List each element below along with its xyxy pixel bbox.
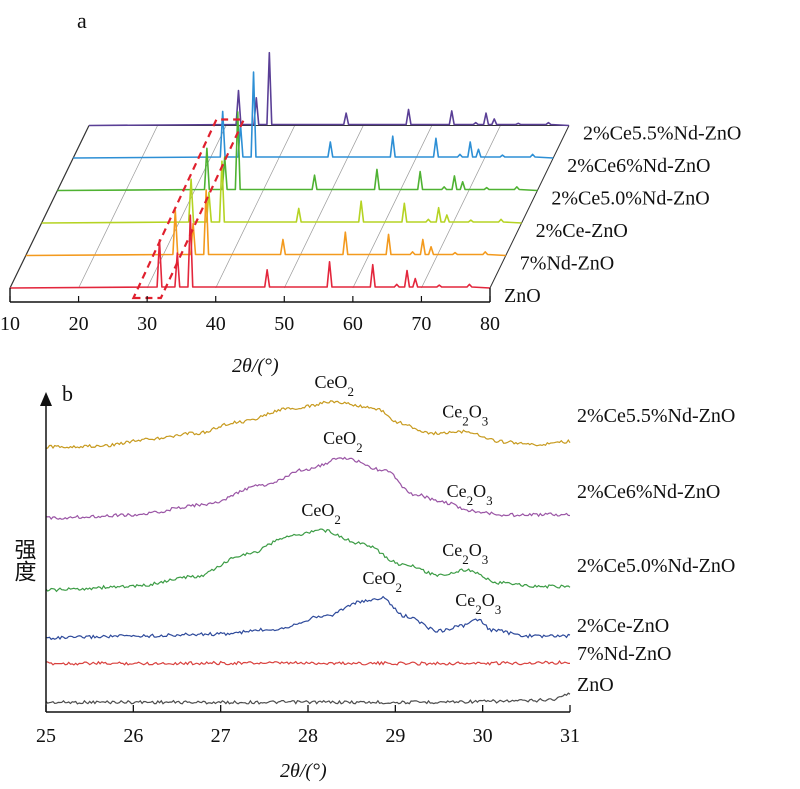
- panel-b-x-tick-label: 30: [473, 725, 493, 747]
- panel-b-series-label-7-nd-zno: 7%Nd-ZnO: [577, 643, 671, 665]
- panel-a-depth-gridline: [421, 125, 501, 289]
- panel-a-series-label-7-nd-zno: 7%Nd-ZnO: [520, 253, 614, 275]
- panel-a-depth-gridline: [215, 125, 296, 289]
- panel-b-peak-label: CeO2: [314, 372, 354, 399]
- panel-b-peak-label: Ce2O3: [442, 401, 488, 428]
- panel-b: b 强度 25 26 27 28 29 30 31 ZnO7%Nd-ZnO2%Ce-ZnO2…: [12, 372, 736, 782]
- panel-b-y-axis-arrow: [40, 392, 52, 406]
- panel-a-series-label-2-ce5-5-nd-zno: 2%Ce5.5%Nd-ZnO: [583, 123, 741, 145]
- panel-a-trace-2-ce-zno: [41, 160, 522, 224]
- panel-b-x-tick-label: 31: [560, 725, 580, 747]
- panel-b-series-label-2-ce6-nd-zno: 2%Ce6%Nd-ZnO: [577, 481, 720, 503]
- panel-b-peak-label: Ce2O3: [447, 481, 493, 508]
- panel-a-x-tick-label: 50: [274, 313, 294, 335]
- panel-b-peak-annotations: CeO2 Ce2O3 CeO2 Ce2O3 CeO2 Ce2O3 CeO2 Ce2O3: [301, 372, 501, 617]
- panel-a-x-axis: 10 20 30 40 50 60 70 80: [0, 288, 500, 335]
- panel-b-x-tick-label: 29: [385, 725, 405, 747]
- panel-b-label: b: [62, 381, 73, 406]
- panel-b-x-tick-label: 27: [211, 725, 231, 747]
- panel-b-axes: 25 26 27 28 29 30 31: [36, 392, 580, 747]
- panel-b-peak-label: CeO2: [362, 568, 402, 595]
- panel-a-x-tick-label: 60: [343, 313, 363, 335]
- panel-a-series-label-zno: ZnO: [504, 285, 541, 307]
- panel-a-trace-zno: [9, 214, 491, 289]
- panel-a: a 10 20 30 40 50 60 70 80 2%Ce5.5%Nd-ZnO 2%Ce6%N…: [0, 8, 741, 377]
- panel-a-x-tick-label: 20: [69, 313, 89, 335]
- panel-a-traces: [9, 51, 570, 300]
- panel-a-x-tick-label: 40: [206, 313, 226, 335]
- panel-b-trace-2-ce-zno: [45, 595, 571, 641]
- panel-a-x-tick-label: 10: [0, 313, 20, 335]
- panel-b-peak-label: Ce2O3: [442, 540, 488, 567]
- panel-a-right-edge: [489, 125, 570, 289]
- panel-a-x-tick-label: 70: [411, 313, 431, 335]
- panel-b-x-tick-label: 28: [298, 725, 318, 747]
- panel-b-x-axis-label: 2θ/(°): [280, 760, 327, 782]
- panel-b-peak-label: CeO2: [301, 500, 341, 527]
- panel-b-y-axis-label: 强度: [12, 538, 37, 582]
- panel-a-series-label-2-ce-zno: 2%Ce-ZnO: [536, 220, 628, 242]
- panel-b-series-label-2-ce-zno: 2%Ce-ZnO: [577, 615, 669, 637]
- panel-b-series-label-2-ce5-0-nd-zno: 2%Ce5.0%Nd-ZnO: [577, 555, 735, 577]
- panel-b-trace-7-nd-zno: [45, 659, 570, 666]
- panel-b-traces: [45, 400, 571, 705]
- panel-a-trace-2-ce5-0-nd-zno: [57, 111, 538, 192]
- panel-a-grid: [9, 125, 570, 289]
- panel-b-x-tick-label: 25: [36, 725, 56, 747]
- panel-b-peak-label: CeO2: [323, 428, 363, 455]
- panel-a-depth-gridline: [352, 125, 433, 289]
- panel-b-trace-zno: [45, 692, 571, 705]
- panel-b-trace-2-ce6-nd-zno: [45, 456, 571, 520]
- panel-a-x-axis-label: 2θ/(°): [232, 355, 279, 377]
- panel-a-trace-2-ce6-nd-zno: [73, 71, 554, 159]
- panel-b-series-labels: ZnO 7%Nd-ZnO 2%Ce-ZnO 2%Ce5.0%Nd-ZnO 2%Ce6%N…: [577, 405, 735, 696]
- panel-a-x-tick-label: 30: [137, 313, 157, 335]
- panel-a-depth-gridline: [283, 125, 364, 289]
- panel-b-x-tick-label: 26: [123, 725, 143, 747]
- panel-a-x-tick-label: 80: [480, 313, 500, 335]
- panel-b-series-label-2-ce5-5-nd-zno: 2%Ce5.5%Nd-ZnO: [577, 405, 735, 427]
- panel-a-trace-2-ce5-5-nd-zno: [88, 51, 570, 127]
- panel-a-series-label-2-ce5-0-nd-zno: 2%Ce5.0%Nd-ZnO: [551, 188, 709, 210]
- panel-a-trace-7-nd-zno: [25, 189, 506, 257]
- panel-b-series-label-zno: ZnO: [577, 674, 614, 696]
- panel-a-depth-gridline: [78, 125, 158, 289]
- panel-a-left-edge: [9, 125, 90, 289]
- panel-a-series-label-2-ce6-nd-zno: 2%Ce6%Nd-ZnO: [567, 155, 710, 177]
- panel-b-trace-2-ce5-5-nd-zno: [45, 400, 571, 450]
- panel-b-trace-2-ce5-0-nd-zno: [45, 528, 571, 593]
- panel-b-peak-label: Ce2O3: [455, 590, 501, 617]
- panel-a-label: a: [77, 8, 87, 33]
- panel-a-series-labels: 2%Ce5.5%Nd-ZnO 2%Ce6%Nd-ZnO 2%Ce5.0%Nd-ZnO…: [504, 123, 741, 308]
- panel-a-highlight-box: [131, 118, 246, 300]
